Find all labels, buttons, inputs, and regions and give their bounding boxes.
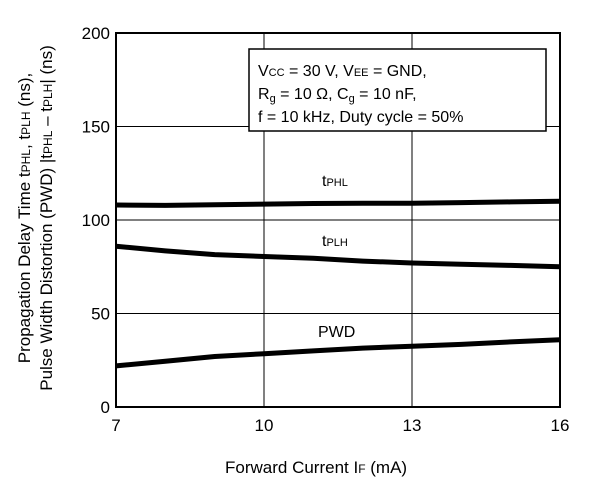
series-line-tphl	[115, 198, 561, 208]
y-axis-label-line-2: Pulse Width Distortion (PWD) |tPHL – tPL…	[37, 45, 56, 391]
y-tick-label-0: 0	[101, 398, 110, 417]
conditions-annotation: VCC = 30 V, VEE = GND, Rg = 10 Ω, Cg = 1…	[248, 48, 547, 132]
series-label-tphl: tPHL	[322, 173, 348, 190]
x-axis-label: Forward Current IF (mA)	[225, 458, 407, 477]
y-tick-label-150: 150	[82, 118, 110, 137]
x-tick-label-13: 13	[403, 416, 422, 435]
annotation-line-2: Rg = 10 Ω, Cg = 10 nF,	[258, 86, 417, 105]
tick-labels: 7 10 13 16 0 50 100 150 200	[82, 24, 570, 435]
x-tick-label-10: 10	[255, 416, 274, 435]
annotation-line-3: f = 10 kHz, Duty cycle = 50%	[258, 109, 463, 126]
series-line-tplh	[115, 243, 561, 270]
x-tick-label-7: 7	[111, 416, 120, 435]
series-label-pwd: PWD	[318, 324, 355, 341]
annotation-line-1: VCC = 30 V, VEE = GND,	[258, 63, 427, 80]
plot-frame	[115, 32, 561, 408]
y-axis-label-line-1: Propagation Delay Time tPHL, tPLH (ns),	[15, 73, 34, 363]
series-group	[115, 198, 561, 369]
y-tick-label-200: 200	[82, 24, 110, 43]
annotation-box	[248, 48, 547, 132]
series-line-pwd	[115, 337, 561, 369]
y-tick-label-50: 50	[91, 305, 110, 324]
x-tick-label-16: 16	[551, 416, 570, 435]
y-tick-label-100: 100	[82, 211, 110, 230]
series-label-tplh: tPLH	[322, 233, 348, 250]
